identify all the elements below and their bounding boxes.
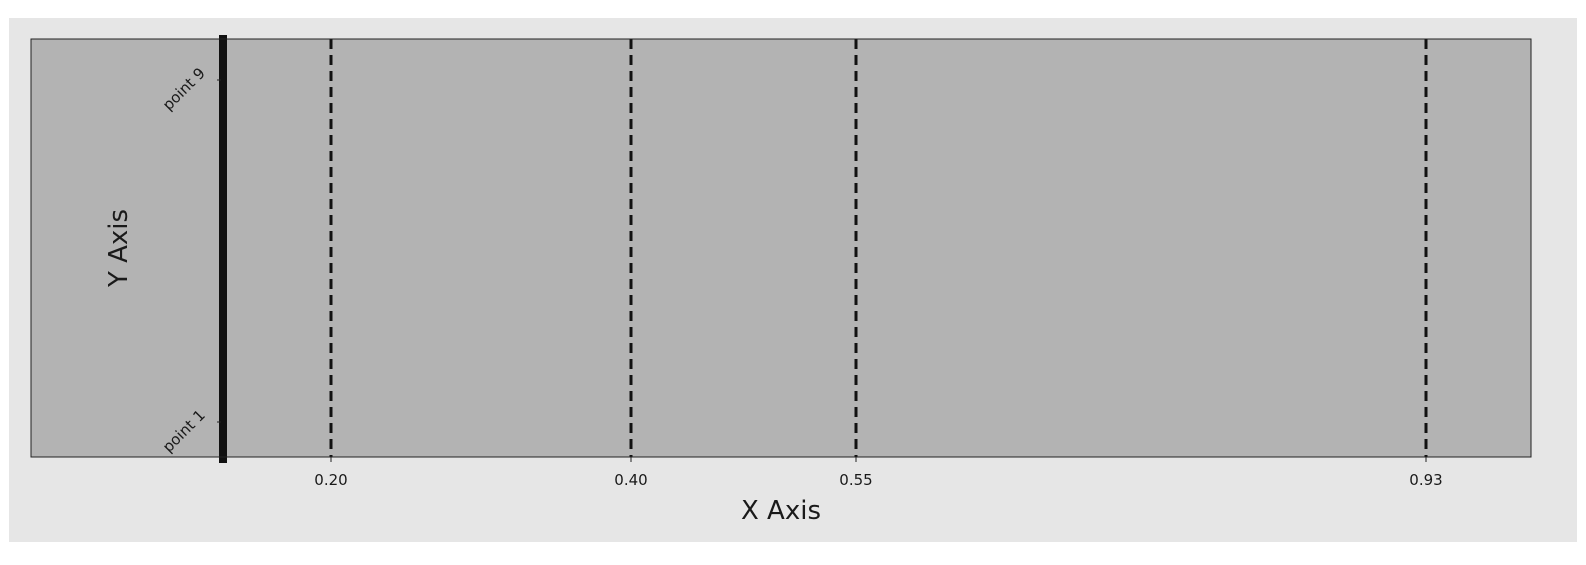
x-tick-label-0: 0.20 (314, 471, 347, 489)
x-tick-label-2: 0.55 (839, 471, 872, 489)
x-tick-label-1: 0.40 (614, 471, 647, 489)
x-axis-label: X Axis (741, 496, 821, 526)
x-tick-label-3: 0.93 (1409, 471, 1442, 489)
plot-area (31, 39, 1531, 457)
y-axis-label: Y Axis (104, 209, 134, 288)
plot-frame (30, 38, 1532, 458)
x-axis-ticks: 0.20 0.40 0.55 0.93 (314, 457, 1443, 489)
vertical-lines (219, 35, 1428, 463)
